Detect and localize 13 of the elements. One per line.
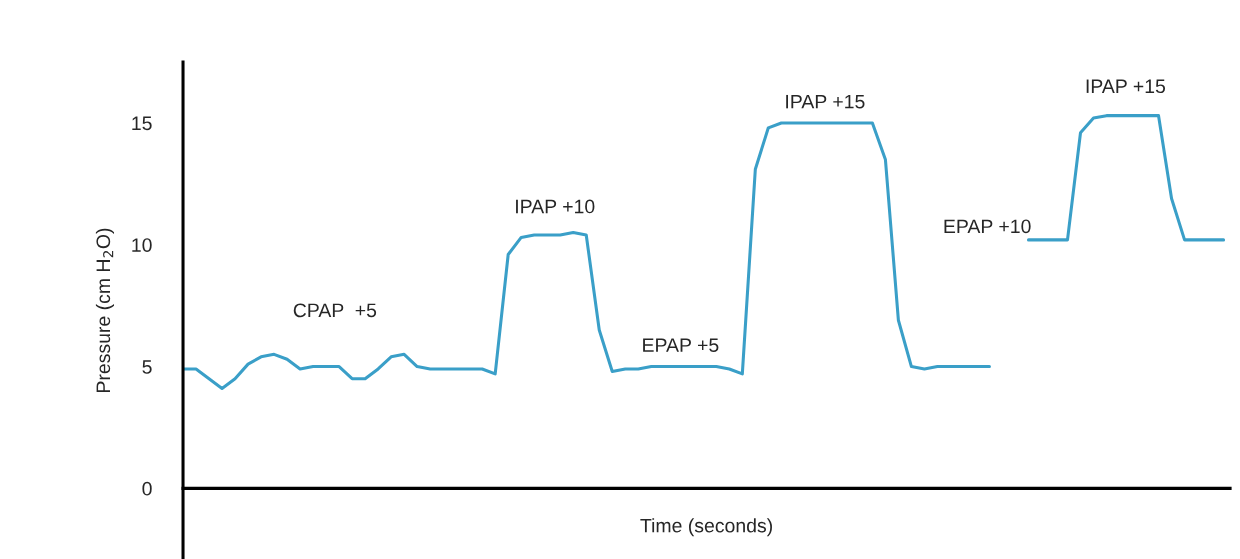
x-axis-title: Time (seconds): [640, 518, 772, 537]
y-tick-label: 10: [132, 238, 152, 252]
annotation: EPAP +10: [944, 219, 1031, 234]
annotation: IPAP +15: [1086, 79, 1166, 94]
y-tick-label: 0: [142, 481, 152, 496]
line-series: [183, 121, 991, 391]
annotation: CPAP +5: [293, 303, 377, 318]
y-tick-label: 5: [142, 360, 152, 374]
annotation: EPAP +5: [643, 338, 719, 353]
annotation: IPAP +15: [786, 94, 865, 109]
y-axis-title: Pressure (cm H$_{2}$O): [95, 228, 115, 392]
y-tick-label: 15: [132, 116, 152, 131]
annotation: IPAP +10: [516, 199, 595, 214]
